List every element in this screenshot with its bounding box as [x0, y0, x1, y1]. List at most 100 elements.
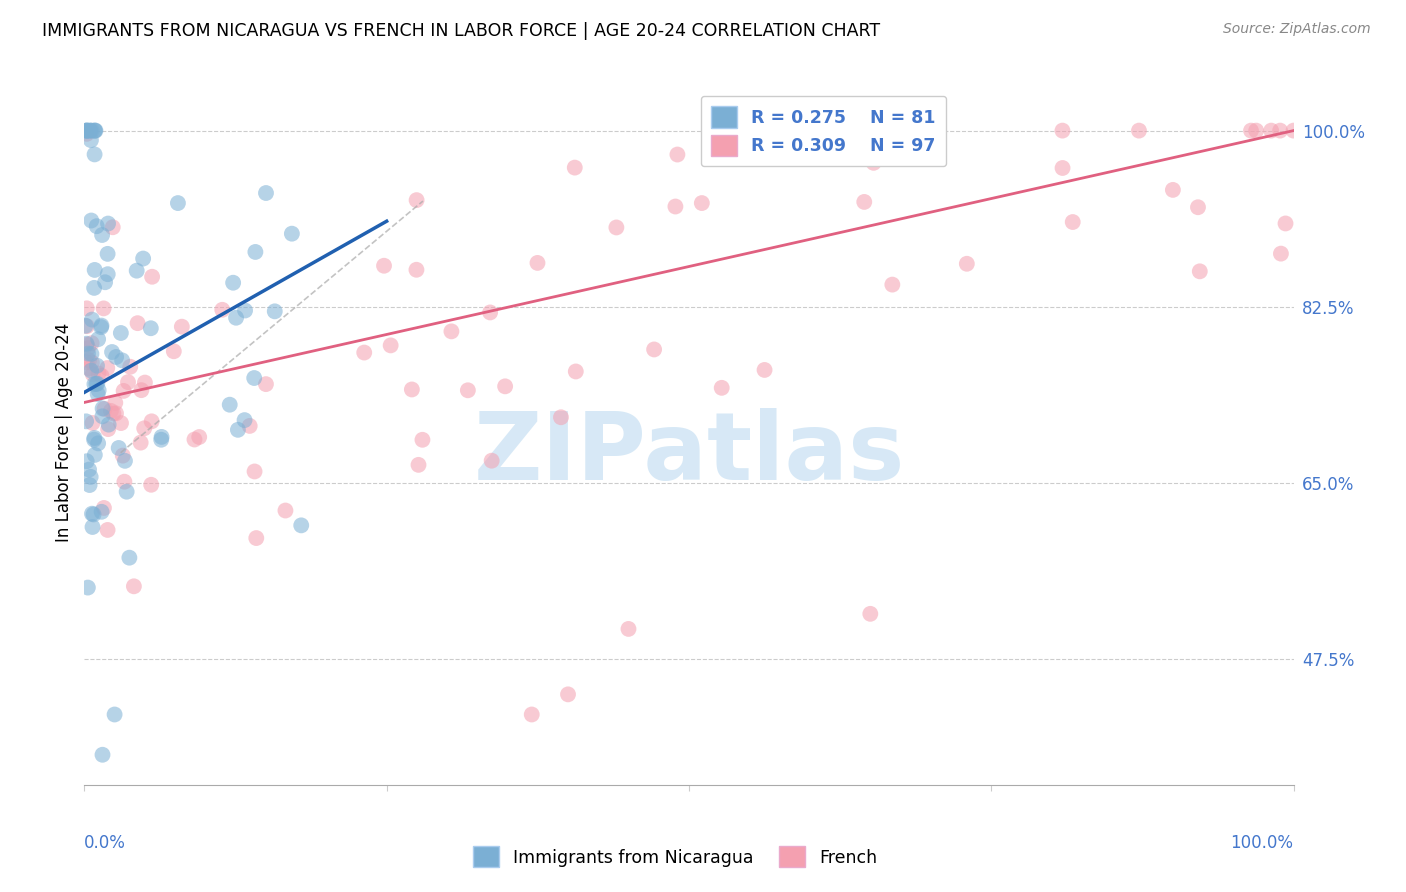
- French: [710, 145, 733, 160]
- Immigrants from Nicaragua: [243, 371, 266, 385]
- Immigrants from Nicaragua: [90, 318, 112, 333]
- French: [77, 353, 100, 368]
- French: [129, 435, 152, 450]
- French: [111, 449, 134, 463]
- Immigrants from Nicaragua: [80, 363, 103, 377]
- Immigrants from Nicaragua: [87, 384, 110, 398]
- Immigrants from Nicaragua: [91, 747, 114, 762]
- French: [1188, 264, 1211, 278]
- Text: IMMIGRANTS FROM NICARAGUA VS FRENCH IN LABOR FORCE | AGE 20-24 CORRELATION CHART: IMMIGRANTS FROM NICARAGUA VS FRENCH IN L…: [42, 22, 880, 40]
- French: [112, 384, 135, 398]
- Immigrants from Nicaragua: [91, 401, 114, 416]
- French: [97, 523, 120, 537]
- Immigrants from Nicaragua: [104, 707, 127, 722]
- French: [80, 336, 103, 351]
- Immigrants from Nicaragua: [76, 454, 98, 468]
- Immigrants from Nicaragua: [86, 219, 108, 234]
- French: [77, 341, 100, 355]
- Immigrants from Nicaragua: [80, 123, 103, 137]
- Immigrants from Nicaragua: [290, 518, 312, 533]
- Immigrants from Nicaragua: [125, 263, 148, 277]
- French: [664, 200, 686, 214]
- French: [141, 477, 163, 491]
- Immigrants from Nicaragua: [114, 454, 136, 468]
- Text: 0.0%: 0.0%: [84, 834, 127, 852]
- Immigrants from Nicaragua: [75, 414, 97, 428]
- Immigrants from Nicaragua: [87, 436, 110, 450]
- French: [1244, 123, 1267, 137]
- French: [100, 404, 122, 418]
- French: [110, 416, 132, 430]
- French: [1128, 123, 1150, 137]
- Immigrants from Nicaragua: [110, 326, 132, 340]
- French: [163, 344, 186, 359]
- Immigrants from Nicaragua: [222, 276, 245, 290]
- Immigrants from Nicaragua: [75, 123, 97, 137]
- French: [710, 381, 733, 395]
- French: [401, 383, 423, 397]
- French: [77, 361, 100, 376]
- French: [141, 414, 163, 428]
- Immigrants from Nicaragua: [80, 213, 103, 227]
- French: [239, 418, 262, 433]
- Immigrants from Nicaragua: [225, 310, 247, 325]
- French: [245, 531, 267, 545]
- French: [557, 687, 579, 701]
- Immigrants from Nicaragua: [254, 186, 277, 200]
- Immigrants from Nicaragua: [226, 423, 249, 437]
- Immigrants from Nicaragua: [132, 252, 155, 266]
- Immigrants from Nicaragua: [86, 359, 108, 373]
- Immigrants from Nicaragua: [83, 147, 105, 161]
- Immigrants from Nicaragua: [167, 196, 190, 211]
- French: [112, 475, 135, 489]
- Immigrants from Nicaragua: [97, 267, 120, 281]
- Immigrants from Nicaragua: [83, 123, 105, 137]
- French: [1161, 183, 1184, 197]
- French: [1062, 215, 1084, 229]
- French: [87, 367, 110, 381]
- Immigrants from Nicaragua: [150, 430, 173, 444]
- Immigrants from Nicaragua: [79, 123, 101, 137]
- French: [105, 406, 128, 420]
- Immigrants from Nicaragua: [79, 470, 101, 484]
- Y-axis label: In Labor Force | Age 20-24: In Labor Force | Age 20-24: [55, 323, 73, 542]
- Immigrants from Nicaragua: [97, 247, 120, 261]
- French: [882, 277, 904, 292]
- French: [76, 301, 98, 316]
- French: [122, 579, 145, 593]
- Immigrants from Nicaragua: [90, 505, 112, 519]
- French: [1260, 123, 1282, 137]
- Immigrants from Nicaragua: [245, 244, 267, 259]
- French: [1240, 123, 1263, 137]
- French: [564, 161, 586, 175]
- French: [605, 220, 627, 235]
- French: [440, 324, 463, 338]
- French: [956, 257, 979, 271]
- Immigrants from Nicaragua: [281, 227, 304, 241]
- French: [853, 194, 876, 209]
- Immigrants from Nicaragua: [76, 123, 98, 137]
- French: [76, 337, 98, 351]
- Immigrants from Nicaragua: [83, 377, 105, 392]
- French: [141, 269, 163, 284]
- Immigrants from Nicaragua: [115, 484, 138, 499]
- Text: ZIPatlas: ZIPatlas: [474, 408, 904, 500]
- French: [862, 156, 884, 170]
- Immigrants from Nicaragua: [86, 387, 108, 401]
- French: [97, 422, 120, 436]
- Immigrants from Nicaragua: [82, 520, 104, 534]
- French: [617, 622, 640, 636]
- Immigrants from Nicaragua: [86, 376, 108, 391]
- Immigrants from Nicaragua: [83, 433, 105, 447]
- French: [494, 379, 516, 393]
- French: [1187, 200, 1209, 214]
- French: [479, 305, 502, 319]
- Immigrants from Nicaragua: [77, 462, 100, 476]
- French: [254, 377, 277, 392]
- French: [134, 376, 156, 390]
- French: [211, 302, 233, 317]
- French: [353, 345, 375, 359]
- Immigrants from Nicaragua: [83, 508, 105, 522]
- Immigrants from Nicaragua: [76, 336, 98, 351]
- French: [550, 410, 572, 425]
